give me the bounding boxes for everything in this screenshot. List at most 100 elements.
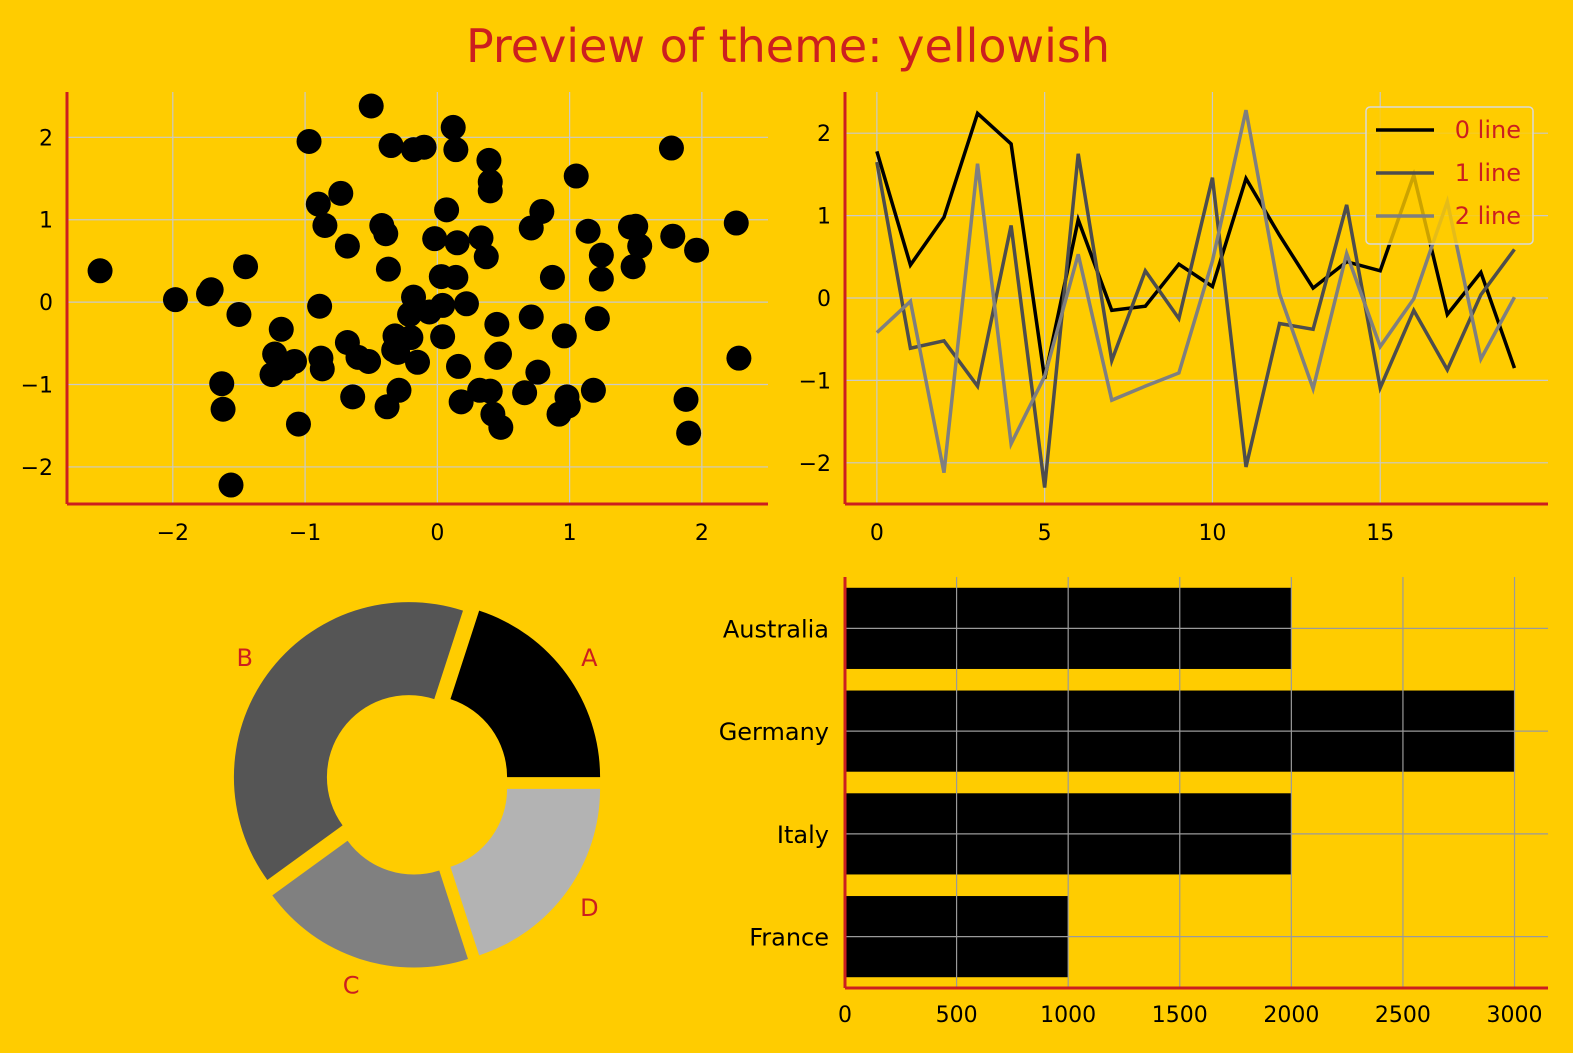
series-line-2 [875, 109, 1516, 474]
bar-category-label: Germany [719, 718, 829, 746]
donut-label-c: C [343, 972, 360, 1000]
x-tick-label: 5 [1038, 521, 1052, 546]
scatter-point [525, 359, 551, 385]
scatter-point [444, 230, 470, 256]
scatter-point [580, 377, 606, 403]
scatter-point [87, 258, 113, 284]
scatter-point [487, 341, 513, 367]
scatter-point [529, 198, 555, 224]
y-tick-label: 0 [817, 287, 831, 312]
scatter-point [328, 180, 354, 206]
x-tick-label: 1500 [1152, 1003, 1208, 1028]
scatter-point [218, 472, 244, 498]
x-tick-label: 500 [936, 1003, 978, 1028]
scatter-point [430, 292, 456, 318]
figure-title: Preview of theme: yellowish [466, 19, 1110, 73]
donut-slice-c [272, 840, 468, 968]
scatter-point [660, 223, 686, 249]
scatter-point [198, 277, 224, 303]
scatter-point [488, 414, 514, 440]
x-tick-label: 1000 [1040, 1003, 1096, 1028]
x-tick-label: −1 [289, 521, 321, 546]
donut-slice-b [233, 602, 463, 880]
scatter-point [588, 266, 614, 292]
donut-slice-d [450, 788, 601, 956]
scatter-point [551, 323, 577, 349]
scatter-point [555, 393, 581, 419]
x-tick-label: 2000 [1263, 1003, 1319, 1028]
scatter-point [312, 212, 338, 238]
scatter-point [584, 306, 610, 332]
legend: 0 line 1 line 2 line [1365, 106, 1534, 245]
scatter-point [539, 264, 565, 290]
scatter-point [209, 371, 235, 397]
scatter-point [443, 264, 469, 290]
scatter-point [448, 389, 474, 415]
scatter-point [676, 420, 702, 446]
scatter-point [233, 254, 259, 280]
scatter-point [563, 163, 589, 189]
scatter-point [443, 137, 469, 163]
scatter-point [658, 135, 684, 161]
scatter-point [476, 147, 502, 173]
scatter-point [373, 221, 399, 247]
scatter-point [575, 218, 601, 244]
y-tick-label: 0 [39, 291, 53, 316]
legend-label-0: 0 line [1455, 116, 1521, 144]
y-tick-label: 1 [817, 205, 831, 230]
donut-chart: A B C D [233, 602, 601, 1000]
scatter-point [477, 178, 503, 204]
scatter-point [210, 396, 236, 422]
x-tick-label: 10 [1198, 521, 1226, 546]
scatter-point [226, 301, 252, 327]
donut-label-b: B [236, 644, 252, 672]
scatter-point [468, 225, 494, 251]
scatter-chart: −2 −1 0 1 2 −2 −1 0 1 2 [21, 92, 768, 546]
scatter-point [627, 233, 653, 259]
scatter-point [440, 114, 466, 140]
legend-label-1: 1 line [1455, 159, 1521, 187]
x-tick-label: 15 [1366, 521, 1394, 546]
donut-label-d: D [580, 894, 598, 922]
donut-slice-a [450, 610, 601, 778]
bar-category-label: Australia [723, 615, 829, 643]
scatter-point [309, 356, 335, 382]
scatter-point [673, 386, 699, 412]
scatter-point [726, 345, 752, 371]
scatter-point [356, 348, 382, 374]
x-tick-label: 3000 [1487, 1003, 1543, 1028]
scatter-point [411, 134, 437, 160]
scatter-point [453, 291, 479, 317]
bar-category-label: Italy [777, 821, 829, 849]
scatter-point [285, 411, 311, 437]
donut-label-a: A [581, 644, 598, 672]
bar-category-label: France [749, 924, 829, 952]
series-line-1 [875, 153, 1516, 488]
scatter-point [477, 378, 503, 404]
scatter-point [430, 324, 456, 350]
y-tick-label: −2 [21, 456, 53, 481]
scatter-point [296, 128, 322, 154]
y-tick-label: 1 [39, 209, 53, 234]
y-tick-label: 2 [817, 122, 831, 147]
scatter-point [307, 293, 333, 319]
scatter-point [405, 349, 430, 375]
y-tick-label: −1 [21, 374, 53, 399]
scatter-point [340, 384, 366, 410]
scatter-point [484, 311, 510, 337]
scatter-point [518, 304, 544, 330]
x-tick-label: 0 [838, 1003, 852, 1028]
scatter-point [620, 254, 646, 280]
legend-label-2: 2 line [1455, 202, 1521, 230]
scatter-point [473, 244, 499, 270]
scatter-point [281, 348, 307, 374]
y-tick-label: −1 [799, 369, 831, 394]
x-tick-label: 2 [695, 521, 709, 546]
x-tick-label: 1 [563, 521, 577, 546]
x-tick-label: 2500 [1375, 1003, 1431, 1028]
legend-box [1365, 106, 1534, 245]
scatter-point [723, 210, 749, 236]
scatter-point [268, 316, 294, 342]
scatter-point [512, 380, 538, 406]
